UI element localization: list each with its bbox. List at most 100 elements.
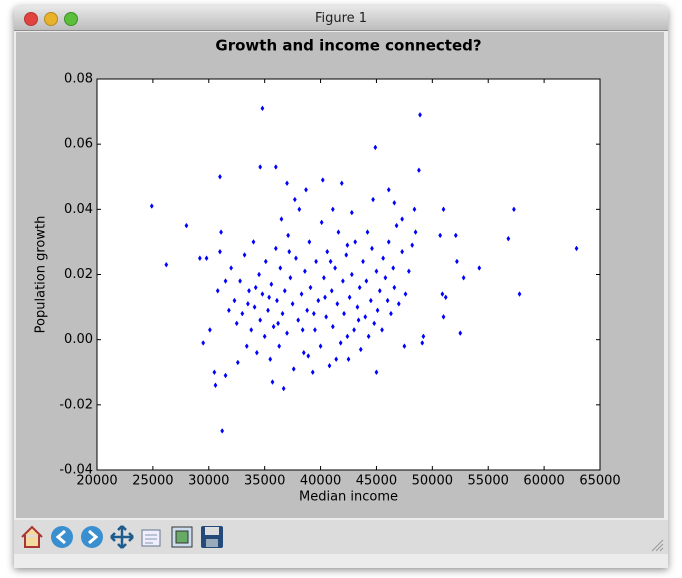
point: [254, 349, 259, 356]
point: [383, 274, 388, 281]
point: [380, 327, 384, 333]
point: [335, 300, 340, 307]
point: [219, 229, 223, 235]
point: [386, 186, 391, 193]
point: [328, 258, 333, 265]
point: [455, 258, 459, 265]
point: [235, 359, 240, 366]
point: [258, 317, 263, 323]
point: [322, 274, 326, 281]
point: [258, 164, 263, 170]
window: Figure 1 Growth and income connected? Med…: [14, 6, 668, 568]
resize-grip[interactable]: [650, 538, 664, 552]
point: [294, 255, 298, 262]
point: [285, 330, 289, 337]
point: [389, 310, 393, 317]
point: [330, 206, 335, 213]
point: [400, 248, 405, 255]
point: [368, 297, 373, 304]
y-tick-label: -0.04: [59, 463, 93, 478]
point: [441, 206, 446, 213]
point: [197, 255, 202, 262]
point: [333, 265, 337, 271]
plot-area: [97, 79, 600, 470]
point: [375, 307, 380, 314]
back-button[interactable]: [49, 524, 75, 550]
point: [356, 317, 361, 323]
point: [318, 343, 323, 350]
toolbar: [14, 520, 668, 554]
point: [267, 294, 272, 301]
point: [406, 268, 411, 275]
point: [417, 167, 421, 174]
zoom-rect-button[interactable]: [139, 524, 165, 550]
point: [386, 239, 391, 245]
point: [266, 307, 270, 314]
point: [443, 294, 448, 301]
point: [247, 287, 251, 294]
point: [418, 111, 422, 118]
point: [358, 346, 363, 353]
point: [240, 310, 245, 317]
point: [204, 255, 209, 262]
point: [453, 232, 458, 239]
x-tick-label: 50000: [412, 474, 453, 489]
forward-button[interactable]: [79, 524, 105, 550]
point: [249, 327, 254, 333]
point: [229, 265, 234, 271]
point: [346, 356, 351, 363]
point: [345, 333, 350, 340]
point: [252, 304, 257, 310]
close-button[interactable]: [24, 12, 38, 26]
y-tick-label: 0.02: [64, 267, 93, 282]
point: [238, 278, 242, 284]
point: [273, 164, 278, 170]
y-tick-label: 0.00: [64, 332, 93, 347]
point: [403, 291, 408, 297]
point: [320, 177, 325, 183]
point: [226, 307, 231, 314]
pan-button[interactable]: [109, 524, 135, 550]
point: [207, 327, 212, 333]
point: [223, 372, 228, 379]
point: [310, 369, 315, 376]
point: [260, 105, 265, 112]
point: [394, 222, 399, 229]
point: [271, 323, 276, 330]
point: [291, 366, 296, 372]
minimize-button[interactable]: [44, 12, 58, 26]
point: [308, 284, 313, 291]
home-button[interactable]: [19, 524, 45, 550]
point: [345, 242, 350, 249]
save-button[interactable]: [199, 524, 225, 550]
point: [353, 239, 358, 245]
point: [324, 314, 329, 320]
point: [242, 252, 247, 258]
point: [268, 356, 273, 363]
point: [574, 245, 579, 252]
y-tick-label: 0.06: [64, 137, 93, 152]
subplots-button[interactable]: [169, 524, 195, 550]
point: [364, 278, 369, 284]
point: [300, 327, 305, 333]
x-axis-label: Median income: [299, 490, 398, 505]
point: [287, 248, 292, 255]
point: [334, 356, 339, 363]
point: [461, 274, 466, 281]
point: [220, 428, 225, 434]
point: [381, 255, 386, 262]
point: [314, 258, 318, 265]
point: [477, 265, 482, 271]
point: [253, 284, 258, 291]
x-tick-label: 55000: [468, 474, 509, 489]
point: [149, 203, 154, 209]
point: [413, 229, 418, 235]
point: [355, 304, 360, 310]
point: [410, 242, 415, 249]
zoom-button[interactable]: [64, 12, 78, 26]
point: [349, 209, 354, 216]
point: [297, 206, 302, 213]
point: [201, 340, 206, 346]
figure: Growth and income connected? Median incom…: [16, 32, 664, 518]
point: [304, 186, 308, 193]
